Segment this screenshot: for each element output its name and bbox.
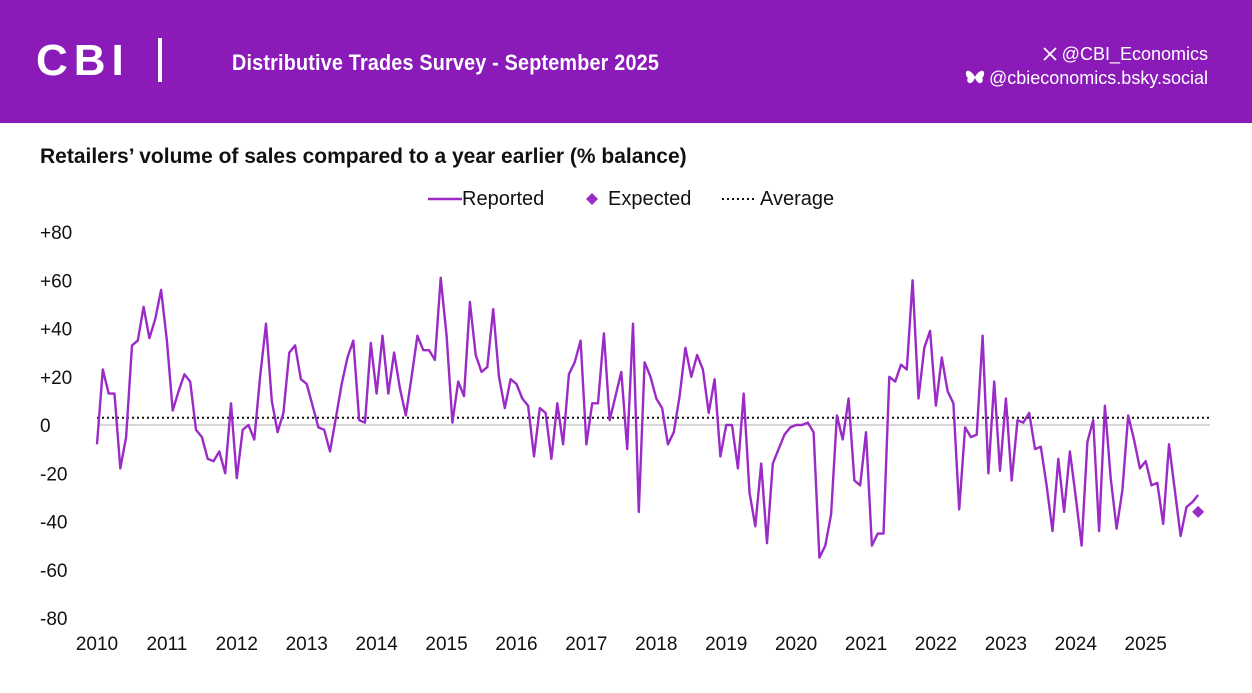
expected-marker bbox=[1192, 505, 1205, 518]
x-tick-label: 2021 bbox=[845, 634, 887, 655]
x-tick-label: 2016 bbox=[495, 634, 537, 655]
legend-line-swatch bbox=[428, 197, 462, 201]
x-tick-label: 2025 bbox=[1125, 634, 1167, 655]
x-tick-label: 2015 bbox=[425, 634, 467, 655]
x-tick-label: 2017 bbox=[565, 634, 607, 655]
y-tick-label: +40 bbox=[40, 320, 72, 341]
x-handle: @CBI_Economics bbox=[1061, 44, 1208, 64]
survey-title: Distributive Trades Survey - September 2… bbox=[232, 50, 660, 75]
legend: Reported Expected Average bbox=[0, 185, 1252, 213]
legend-diamond-swatch bbox=[586, 193, 598, 205]
legend-reported-label: Reported bbox=[462, 187, 545, 210]
y-tick-label: -20 bbox=[40, 464, 67, 485]
y-tick-label: 0 bbox=[40, 416, 51, 437]
x-tick-label: 2024 bbox=[1055, 634, 1098, 655]
x-tick-label: 2023 bbox=[985, 634, 1027, 655]
x-tick-label: 2012 bbox=[216, 634, 258, 655]
logo-text: CBI bbox=[36, 36, 130, 85]
y-tick-label: -60 bbox=[40, 561, 67, 582]
x-handle-row[interactable]: @CBI_Economics bbox=[965, 42, 1208, 66]
legend-expected-label: Expected bbox=[608, 187, 692, 210]
legend-average: Average bbox=[720, 185, 834, 213]
legend-expected: Expected bbox=[584, 185, 691, 213]
reported-series-line bbox=[95, 276, 1200, 559]
logo-bar bbox=[158, 38, 162, 82]
x-tick-label: 2018 bbox=[635, 634, 677, 655]
x-tick-label: 2019 bbox=[705, 634, 747, 655]
x-tick-label: 2022 bbox=[915, 634, 957, 655]
x-tick-label: 2013 bbox=[286, 634, 328, 655]
x-tick-label: 2011 bbox=[146, 634, 187, 655]
cbi-logo: CBI bbox=[36, 36, 166, 86]
butterfly-icon bbox=[965, 70, 985, 84]
bluesky-handle: @cbieconomics.bsky.social bbox=[988, 68, 1208, 88]
x-tick-label: 2010 bbox=[76, 634, 118, 655]
legend-average-label: Average bbox=[760, 187, 835, 210]
y-tick-label: -40 bbox=[40, 513, 67, 534]
chart-title: Retailers’ volume of sales compared to a… bbox=[40, 145, 687, 168]
social-handles: @CBI_Economics @cbieconomics.bsky.social bbox=[965, 42, 1208, 90]
y-tick-label: +80 bbox=[40, 223, 72, 244]
x-logo-icon bbox=[1043, 47, 1057, 61]
y-tick-label: +20 bbox=[40, 368, 72, 389]
legend-dotted-swatch bbox=[722, 198, 754, 200]
bluesky-handle-row[interactable]: @cbieconomics.bsky.social bbox=[965, 66, 1208, 90]
header-banner: CBI Distributive Trades Survey - Septemb… bbox=[0, 0, 1252, 123]
legend-reported: Reported bbox=[426, 185, 544, 213]
y-tick-label: -80 bbox=[40, 609, 67, 630]
x-tick-label: 2014 bbox=[356, 634, 399, 655]
y-tick-label: +60 bbox=[40, 271, 72, 292]
x-tick-label: 2020 bbox=[775, 634, 817, 655]
